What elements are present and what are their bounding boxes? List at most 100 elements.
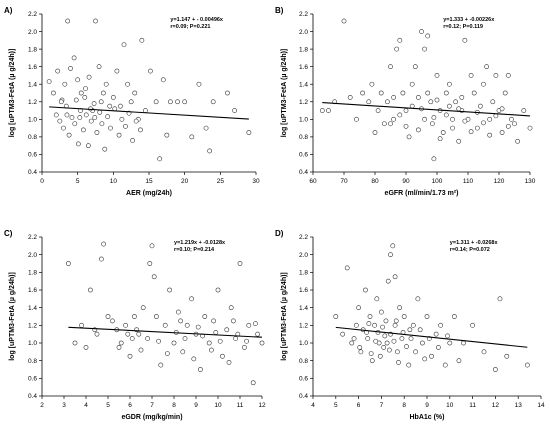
correlation-stats: r=0.14; P=0.072 <box>450 247 490 253</box>
x-tick-label: 4 <box>311 402 315 409</box>
data-point <box>347 94 353 100</box>
x-tick-label: 60 <box>309 178 317 185</box>
y-tick-label: 0.8 <box>299 358 308 365</box>
data-point <box>125 331 131 337</box>
data-point <box>85 143 91 149</box>
data-point <box>393 318 399 324</box>
x-axis-label: eGFR (ml/min/1.73 m²) <box>385 190 459 197</box>
data-point <box>149 243 155 249</box>
data-point <box>381 345 387 350</box>
data-point <box>412 64 418 70</box>
data-point <box>394 46 400 52</box>
data-point <box>203 125 209 131</box>
data-point <box>366 321 372 326</box>
data-point <box>487 132 493 138</box>
data-point <box>394 349 400 355</box>
data-point <box>230 318 236 324</box>
data-point <box>349 340 355 346</box>
data-point <box>153 99 159 105</box>
x-tick-label: 5 <box>76 178 80 185</box>
data-point <box>116 132 122 138</box>
data-point <box>447 340 453 346</box>
data-point <box>504 353 510 359</box>
data-point <box>515 138 520 144</box>
regression-equation: y=1.311 + -0.0268x <box>450 240 499 246</box>
x-tick-label: 120 <box>494 178 505 185</box>
data-point <box>425 33 431 39</box>
data-point <box>139 37 145 43</box>
data-point <box>429 121 435 127</box>
y-tick-label: 1.2 <box>299 99 308 106</box>
data-point <box>487 116 493 122</box>
x-tick-label: 11 <box>469 402 476 409</box>
y-tick-label: 1.0 <box>299 117 308 124</box>
data-point <box>160 77 166 83</box>
x-tick-label: 12 <box>492 402 500 409</box>
panel-label: C) <box>4 229 13 238</box>
data-point <box>158 362 164 368</box>
data-point <box>157 156 163 162</box>
y-tick-label: 0.6 <box>28 152 37 159</box>
data-point <box>415 94 421 100</box>
data-point <box>392 322 398 328</box>
data-point <box>388 64 393 70</box>
data-point <box>93 18 98 24</box>
data-point <box>61 125 66 131</box>
data-point <box>407 327 413 333</box>
data-point <box>372 322 377 328</box>
data-point <box>98 99 104 105</box>
panel-label: D) <box>275 229 284 238</box>
x-tick-label: 7 <box>380 402 384 409</box>
data-point <box>401 314 407 319</box>
data-point <box>171 340 177 346</box>
data-point <box>434 73 440 78</box>
data-point <box>340 331 346 337</box>
y-axis-label: log [uPTM3-FetA (µ g/24h)] <box>9 49 16 138</box>
data-point <box>433 331 439 337</box>
data-point <box>82 94 88 100</box>
data-point <box>167 287 172 293</box>
y-axis-label: log [uPTM3-FetA (µ g/24h)] <box>281 272 288 361</box>
data-point <box>182 336 188 341</box>
x-tick-label: 11 <box>237 402 244 409</box>
data-point <box>131 314 137 319</box>
x-axis-label: HbA1c (%) <box>409 414 444 421</box>
data-point <box>68 66 73 71</box>
data-point <box>99 121 105 127</box>
data-point <box>451 314 457 319</box>
data-point <box>428 99 434 105</box>
data-point <box>132 90 138 96</box>
data-point <box>167 99 173 105</box>
data-point <box>474 125 480 131</box>
data-point <box>237 261 243 266</box>
data-point <box>386 347 392 353</box>
data-point <box>409 81 415 87</box>
y-tick-label: 0.8 <box>299 134 308 141</box>
data-point <box>232 108 237 113</box>
regression-line <box>322 102 531 117</box>
data-point <box>470 322 475 328</box>
data-point <box>499 130 505 135</box>
data-point <box>358 349 364 355</box>
data-point <box>136 331 142 337</box>
data-point <box>399 336 405 341</box>
data-point <box>62 81 68 87</box>
data-point <box>424 314 430 319</box>
data-point <box>369 81 375 87</box>
x-tick-label: 8 <box>172 402 176 409</box>
x-tick-label: 10 <box>446 402 454 409</box>
data-point <box>351 336 357 341</box>
y-tick-label: 1.0 <box>28 117 37 124</box>
data-point <box>196 81 202 87</box>
data-point <box>75 141 81 147</box>
data-point <box>481 120 486 126</box>
x-tick-label: 2 <box>40 402 44 409</box>
data-point <box>175 99 180 105</box>
data-point <box>58 99 64 105</box>
data-point <box>164 132 170 138</box>
data-point <box>391 94 396 100</box>
data-point <box>75 77 81 83</box>
data-point <box>419 29 424 34</box>
panel-b: B) 0.4 0.6 0.8 1.0 1.2 1.4 1.6 1.8 2.0 2.2 60 70 80 90… <box>275 6 536 197</box>
data-point <box>151 274 157 280</box>
